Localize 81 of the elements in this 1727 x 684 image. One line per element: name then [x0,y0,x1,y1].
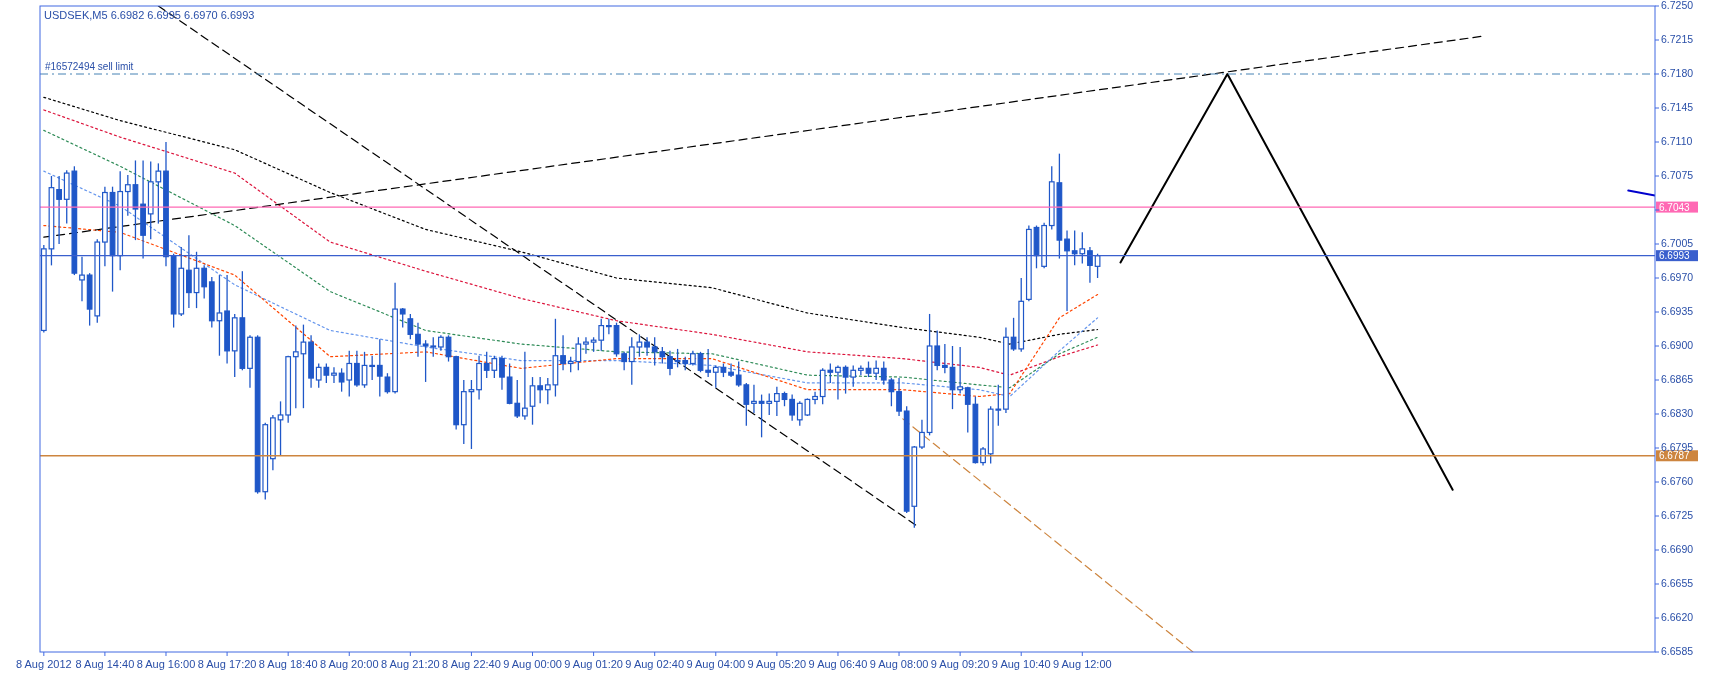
candlestick [980,446,986,467]
y-tick-label: 6.7110 [1661,134,1693,147]
x-tick-label: 8 Aug 16:00 [136,658,196,670]
candlestick [369,355,376,381]
candlestick [835,364,841,401]
y-tick-label: 6.7145 [1661,100,1694,113]
candlestick [186,234,192,309]
candlestick [407,313,414,340]
candlestick [560,334,566,371]
candlestick [1064,229,1070,312]
candlestick [773,386,780,417]
y-tick-label: 6.7215 [1661,32,1694,45]
candlestick [354,350,360,388]
candlestick [789,393,796,422]
x-tick-label: 9 Aug 10:40 [991,658,1051,670]
chart-title: USDSEK,M5 6.6982 6.6995 6.6970 6.6993 [44,9,255,21]
candlestick [667,350,673,376]
ref-line-label: 6.7043 [1659,201,1691,213]
y-tick-label: 6.7180 [1661,66,1694,79]
x-tick-label: 8 Aug 18:40 [258,658,318,670]
candlestick [521,351,528,421]
candlestick [896,377,902,417]
x-tick-label: 9 Aug 02:40 [625,658,685,670]
y-tick-label: 6.6585 [1661,644,1694,657]
y-tick-label: 6.6900 [1661,338,1694,351]
x-tick-label: 9 Aug 08:00 [869,658,929,670]
candlestick [919,419,925,450]
y-tick-label: 6.6935 [1661,304,1694,317]
candlestick [415,322,421,358]
candlestick [957,346,964,395]
x-tick-label: 8 Aug 20:00 [319,658,379,670]
candlestick [644,336,650,357]
candlestick [812,391,818,405]
candlestick [79,255,85,302]
x-tick-label: 8 Aug 2012 [15,658,72,670]
candlestick [1087,246,1093,284]
candlestick [124,174,131,217]
line-series [43,170,1099,398]
ref-line-label: #16572494 sell limit [45,61,134,72]
ref-line-label: 6.6993 [1659,250,1691,262]
x-tick-label: 8 Aug 17:20 [197,658,257,670]
y-tick-label: 6.6725 [1661,508,1694,521]
y-tick-label: 6.6655 [1661,576,1694,589]
y-tick-label: 6.7250 [1661,0,1694,11]
x-tick-label: 9 Aug 04:00 [686,658,746,670]
y-tick-label: 6.7005 [1661,236,1694,249]
y-tick-label: 6.6690 [1661,542,1694,555]
candlestick [56,175,62,245]
x-tick-label: 8 Aug 14:40 [75,658,135,670]
candlestick [605,318,612,335]
x-tick-label: 9 Aug 00:00 [503,658,562,670]
x-tick-label: 8 Aug 21:20 [380,658,440,670]
candlestick [201,264,208,300]
candlestick [857,364,864,376]
candlestick [751,384,757,414]
y-tick-label: 6.6830 [1661,406,1694,419]
candlestick [216,274,223,357]
y-tick-label: 6.6620 [1661,610,1694,623]
candlestick [1094,253,1101,279]
x-tick-label: 9 Aug 05:20 [747,658,807,670]
candlestick [537,376,544,404]
x-tick-label: 9 Aug 12:00 [1052,658,1112,670]
y-tick-label: 6.6865 [1661,372,1694,385]
y-tick-label: 6.6795 [1661,440,1694,453]
candlestick [621,351,628,371]
candlestick [728,362,734,378]
y-tick-label: 6.7075 [1661,168,1694,181]
y-tick-label: 6.6760 [1661,474,1694,487]
ref-line-label: 6.6787 [1659,450,1691,462]
x-tick-label: 9 Aug 06:40 [808,658,868,670]
candlestick [399,307,406,329]
candlestick [499,355,505,391]
candlestick [873,359,880,381]
candlestick [705,348,712,378]
x-tick-label: 9 Aug 01:20 [564,658,623,670]
y-tick-label: 6.6970 [1661,270,1694,283]
x-tick-label: 8 Aug 22:40 [442,658,501,670]
candlestick [583,336,589,355]
x-tick-label: 9 Aug 09:20 [930,658,990,670]
candlestick [331,366,337,384]
candlestick [941,343,948,374]
